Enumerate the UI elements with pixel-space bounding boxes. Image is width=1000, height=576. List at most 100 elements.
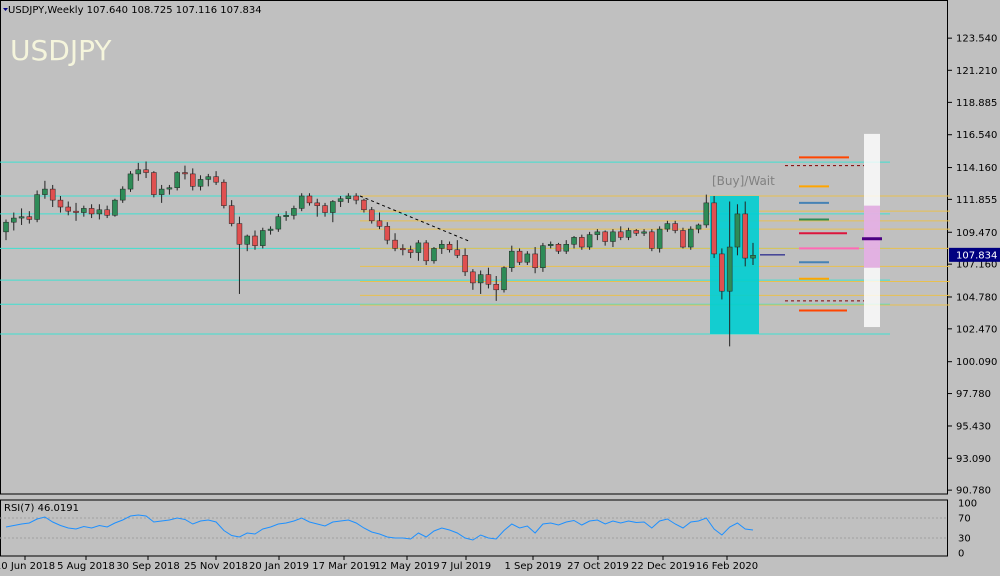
dropdown-triangle-icon[interactable]	[3, 8, 8, 11]
candle	[213, 171, 219, 185]
candle	[742, 201, 748, 267]
rsi-tick-label: 100	[958, 499, 977, 510]
candle-body	[501, 267, 507, 291]
rsi-line	[5, 514, 754, 541]
price-grid	[0, 0, 948, 495]
candle	[509, 245, 515, 272]
time-axis: 10 Jun 2018 5 Aug 2018 30 Sep 2018 25 Nov 2…	[0, 556, 758, 572]
level-bar-highlight	[864, 205, 880, 268]
candle	[353, 193, 359, 205]
rsi-label: RSI(7) 46.0191	[4, 503, 79, 514]
price-tick-label: 118.885	[956, 98, 997, 109]
candle-body	[361, 199, 367, 211]
price-tick-label: 111.855	[956, 195, 997, 206]
price-tick-label: 104.780	[956, 292, 997, 303]
candle-body	[34, 194, 40, 220]
candle	[532, 247, 538, 274]
candle-body	[695, 224, 702, 230]
candle	[34, 190, 40, 223]
candle	[104, 205, 110, 219]
candle-body	[306, 195, 313, 204]
candle-body	[571, 237, 577, 245]
candle	[182, 165, 188, 180]
candle	[11, 212, 17, 231]
candle-body	[641, 231, 647, 234]
candle-body	[174, 172, 180, 188]
candle-body	[81, 208, 87, 213]
candle-body	[470, 271, 476, 284]
candle	[501, 266, 507, 293]
candle-body	[205, 176, 212, 180]
candle-body	[267, 228, 274, 231]
candle	[680, 227, 686, 249]
candle-body	[65, 206, 71, 212]
candle	[345, 193, 352, 203]
candle	[516, 248, 523, 265]
candle-body	[213, 176, 219, 183]
candle-body	[11, 217, 17, 223]
main-panel-frame	[0, 0, 948, 495]
candle-body	[49, 188, 56, 201]
price-tick-label: 97.780	[956, 389, 991, 400]
candle-body	[119, 188, 126, 201]
candle-body	[57, 199, 64, 208]
candle	[151, 171, 157, 198]
candle	[26, 211, 33, 224]
candle-body	[586, 234, 593, 248]
candle	[42, 180, 48, 199]
candle-body	[252, 235, 258, 246]
candle	[610, 229, 616, 248]
current-price-label: 107.834	[956, 250, 997, 261]
candle	[750, 242, 756, 265]
candle-body	[190, 173, 196, 187]
candle	[415, 240, 422, 261]
current-price-tag	[949, 247, 1000, 262]
candle-body	[672, 223, 678, 231]
candlestick-series	[3, 161, 756, 347]
candle-body	[3, 221, 9, 233]
candle	[158, 184, 165, 203]
price-tick-label: 123.540	[956, 34, 997, 45]
candle	[656, 226, 663, 253]
candle	[540, 242, 546, 272]
candle-body	[532, 253, 538, 268]
candle-body	[376, 220, 383, 227]
candle-body	[298, 195, 305, 209]
candle	[81, 205, 87, 217]
candle	[190, 168, 196, 191]
candle-body	[384, 226, 391, 241]
candle	[625, 227, 632, 241]
candle-body	[88, 208, 95, 215]
time-tick-label: 7 Jul 2019	[441, 561, 491, 572]
candle	[236, 216, 243, 294]
price-tick-label: 114.160	[956, 163, 997, 174]
candle	[244, 234, 250, 252]
candle	[306, 193, 313, 206]
candle	[283, 211, 289, 221]
candle	[571, 235, 577, 249]
candle	[57, 195, 64, 213]
candle	[462, 248, 468, 277]
candle	[617, 226, 624, 241]
candle	[579, 234, 585, 250]
candle	[197, 175, 204, 191]
candle-body	[477, 274, 484, 284]
candle-body	[509, 250, 515, 268]
signal-label: [Buy]/Wait	[712, 174, 775, 188]
candle	[734, 204, 741, 256]
candle-body	[610, 231, 616, 242]
candle	[664, 220, 671, 232]
candle	[298, 193, 305, 212]
candle-body	[26, 216, 33, 220]
candle	[602, 230, 608, 246]
candle	[547, 241, 554, 249]
candle-body	[314, 202, 320, 206]
time-tick-label: 10 Jun 2018	[0, 561, 55, 572]
candle	[228, 200, 235, 227]
time-tick-label: 5 Aug 2018	[57, 561, 115, 572]
candle-body	[322, 205, 328, 213]
candle-body	[236, 223, 243, 245]
candle-body	[221, 181, 227, 206]
